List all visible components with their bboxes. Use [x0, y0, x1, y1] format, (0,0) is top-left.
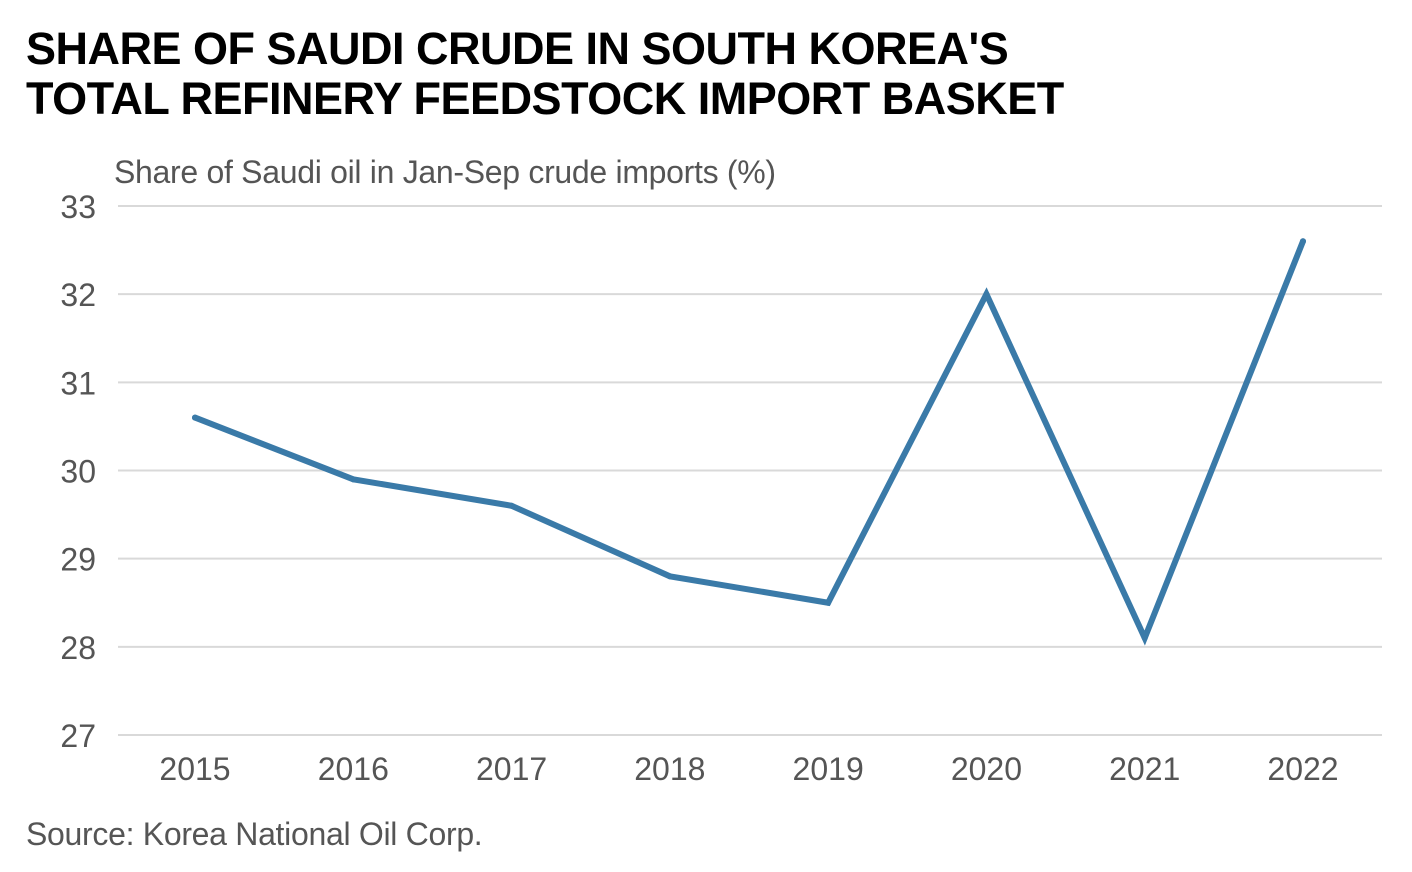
x-tick-label-2022: 2022	[1267, 751, 1338, 787]
x-tick-label-2021: 2021	[1109, 751, 1180, 787]
y-tick-label-28: 28	[60, 630, 96, 666]
x-axis-ticks: 2015 2016 2017 2018 2019 2020 2021 2022	[159, 751, 1338, 787]
y-tick-label-29: 29	[60, 542, 96, 578]
series-line-0	[192, 238, 1306, 646]
x-tick-label-2019: 2019	[793, 751, 864, 787]
chart-title: SHARE OF SAUDI CRUDE IN SOUTH KOREA'S TO…	[26, 24, 1386, 124]
y-tick-label-31: 31	[60, 365, 96, 401]
x-tick-label-2016: 2016	[318, 751, 389, 787]
source-note: Source: Korea National Oil Corp.	[26, 816, 483, 852]
y-axis-ticks: 27 28 29 30 31 32 33	[60, 189, 96, 754]
data-point-2021	[1141, 635, 1148, 642]
x-tick-label-2017: 2017	[476, 751, 547, 787]
gridlines	[118, 205, 1382, 736]
y-tick-label-27: 27	[60, 718, 96, 754]
chart-title-line-2: TOTAL REFINERY FEEDSTOCK IMPORT BASKET	[26, 73, 1064, 124]
data-point-2018	[666, 573, 673, 580]
data-point-2022	[1300, 238, 1306, 245]
y-tick-label-33: 33	[60, 189, 96, 225]
x-tick-label-2020: 2020	[951, 751, 1022, 787]
y-tick-label-32: 32	[60, 277, 96, 313]
data-point-2015	[192, 414, 198, 421]
data-point-2020	[983, 291, 990, 298]
chart-title-line-1: SHARE OF SAUDI CRUDE IN SOUTH KOREA'S	[26, 23, 1009, 74]
y-axis-label: Share of Saudi oil in Jan-Sep crude impo…	[114, 154, 776, 190]
data-point-2016	[350, 476, 357, 483]
data-point-2019	[825, 599, 832, 606]
series-layer	[192, 238, 1306, 646]
data-point-2017	[508, 502, 515, 509]
x-tick-label-2018: 2018	[634, 751, 705, 787]
y-tick-label-30: 30	[60, 454, 96, 490]
x-tick-label-2015: 2015	[159, 751, 230, 787]
